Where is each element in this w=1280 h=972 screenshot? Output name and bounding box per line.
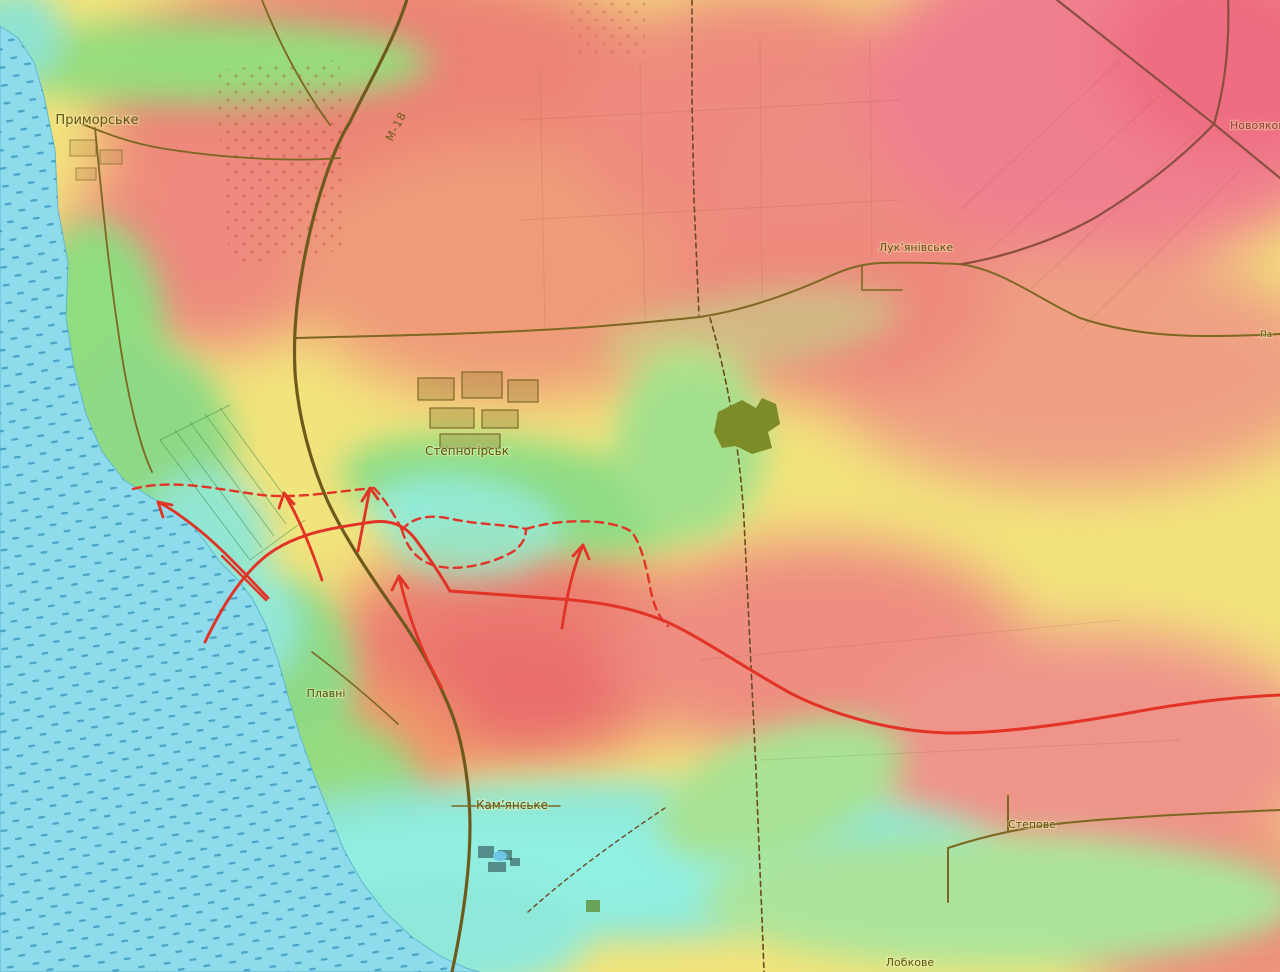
attack-arrow-2 — [277, 491, 324, 582]
orchard-area-small — [570, 0, 645, 60]
front-line-spur — [220, 554, 268, 602]
label-stepnohirsk: Степногірськ — [425, 444, 509, 458]
attack-arrow-3 — [356, 486, 380, 553]
pocket-north — [400, 515, 528, 532]
label-prymorske: Приморське — [55, 113, 138, 128]
forest-patch — [714, 398, 780, 454]
label-edge-partial: Па — [1260, 330, 1272, 340]
pond — [493, 851, 507, 861]
field-boundaries — [519, 39, 1241, 761]
water-reservoir — [0, 25, 481, 972]
attack-arrow-4 — [390, 574, 444, 690]
label-lobkove: Лобкове — [886, 956, 935, 969]
label-plavni: Плавні — [307, 687, 346, 700]
attack-arrow-5 — [560, 543, 591, 630]
stepnohirsk-blocks — [417, 371, 539, 449]
pocket-south — [400, 527, 528, 569]
label-lukianivske: Лук’янівське — [879, 241, 953, 254]
marsh-pattern — [0, 26, 480, 972]
front-line-solid — [203, 520, 1280, 735]
built-up-areas — [69, 139, 780, 912]
road-plavni — [311, 651, 399, 725]
label-kamianske: Кам’янське — [476, 798, 548, 812]
label-novoyakovlivka-partial: Новояков — [1230, 119, 1280, 132]
attack-arrow-1 — [156, 500, 270, 600]
road-east-west — [295, 261, 1280, 339]
front-line-dashed — [131, 483, 670, 628]
prymorske-blocks — [69, 139, 123, 181]
military-overlay — [131, 483, 1280, 735]
trail-kamianske-dashed — [527, 805, 669, 913]
road-prymorske — [81, 0, 341, 473]
trail-north-dashed — [691, 0, 700, 316]
road-stepove — [947, 795, 1280, 903]
road-m18-highway — [292, 0, 472, 972]
road-network — [81, 0, 1280, 972]
orchard-area — [215, 60, 345, 265]
road-lukianivske-stub — [861, 265, 903, 291]
roads-northeast — [960, 0, 1280, 266]
attack-arrows — [156, 486, 591, 690]
forest-small — [586, 900, 600, 912]
label-stepove: Степове — [1008, 818, 1056, 831]
